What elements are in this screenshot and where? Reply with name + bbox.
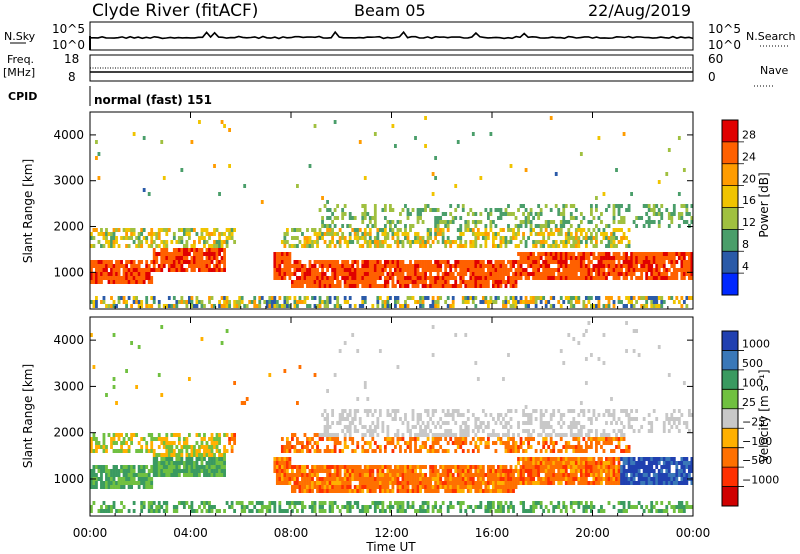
colorbar-swatch bbox=[722, 185, 738, 208]
nave-tick-top: 60 bbox=[708, 52, 723, 66]
nave-label: Nave bbox=[760, 64, 788, 77]
colorbar-tick-label: 12 bbox=[742, 216, 756, 229]
colorbar-swatch bbox=[722, 369, 738, 390]
station-title: Clyde River (fitACF) bbox=[92, 1, 258, 21]
nave-tick-bottom: 0 bbox=[708, 70, 716, 84]
y-tick-label: 2000 bbox=[53, 426, 84, 440]
colorbar-swatch bbox=[722, 207, 738, 230]
y-tick-label: 4000 bbox=[53, 128, 84, 142]
nsky-label: N.Sky bbox=[4, 30, 36, 43]
x-tick-label: 20:00 bbox=[575, 526, 610, 540]
y-tick-label: 1000 bbox=[53, 265, 84, 279]
velocity-panel: 1000 2000 3000 4000 Slant Range [km] 1000 50… bbox=[21, 316, 779, 517]
date-title: 22/Aug/2019 bbox=[588, 1, 691, 20]
y-tick-label: 3000 bbox=[53, 379, 84, 393]
x-tick-label: 08:00 bbox=[274, 526, 309, 540]
colorbar-swatch bbox=[722, 447, 738, 468]
freq-panel: Freq. [MHz] 18 8 60 0 Nave bbox=[3, 52, 788, 87]
freq-tick-top: 18 bbox=[64, 52, 79, 66]
velocity-ylabel: Slant Range [km] bbox=[21, 364, 35, 468]
freq-tick-bottom: 8 bbox=[68, 70, 76, 84]
velocity-colorbar: 1000 500 100 25 −25 −100 −500 −1000 bbox=[721, 330, 779, 507]
nsearch-tick-top: 10^5 bbox=[708, 22, 741, 36]
y-tick-label: 4000 bbox=[53, 333, 84, 347]
power-colorbar-label: Power [dB] bbox=[757, 172, 771, 237]
cpid-label: CPID bbox=[8, 90, 37, 103]
colorbar-swatch bbox=[722, 467, 738, 488]
x-tick-label: 04:00 bbox=[173, 526, 208, 540]
velocity-colorbar-label: Velocity [m s⁻¹] bbox=[757, 369, 771, 462]
colorbar-swatch bbox=[722, 389, 738, 410]
nsky-tick-bottom: 10^0 bbox=[52, 38, 85, 52]
colorbar-tick-label: 24 bbox=[742, 150, 756, 163]
colorbar-swatch bbox=[722, 408, 738, 429]
power-panel: 1000 2000 3000 4000 Slant Range [km] 28 24 20… bbox=[21, 111, 771, 310]
colorbar-tick-label: 16 bbox=[742, 194, 756, 207]
colorbar-tick-label: 500 bbox=[742, 357, 763, 370]
freq-label-1: Freq. bbox=[7, 53, 34, 66]
velocity-heatmap bbox=[90, 321, 694, 513]
power-heatmap bbox=[90, 116, 694, 308]
power-colorbar: 28 24 20 16 12 8 4 bbox=[721, 119, 756, 296]
colorbar-tick-label: −500 bbox=[742, 454, 772, 467]
y-tick-label: 3000 bbox=[53, 174, 84, 188]
colorbar-tick-label: 20 bbox=[742, 172, 756, 185]
colorbar-tick-label: −100 bbox=[742, 435, 772, 448]
colorbar-tick-label: 1000 bbox=[742, 338, 770, 351]
colorbar-swatch bbox=[722, 331, 738, 351]
cpid-value: normal (fast) 151 bbox=[94, 93, 212, 107]
colorbar-tick-label: 28 bbox=[742, 129, 756, 142]
colorbar-tick-label: 4 bbox=[742, 260, 749, 273]
y-tick-label: 1000 bbox=[53, 472, 84, 486]
colorbar-tick-label: −25 bbox=[742, 415, 765, 428]
x-tick-label: 16:00 bbox=[475, 526, 510, 540]
colorbar-tick-label: 8 bbox=[742, 238, 749, 251]
colorbar-swatch bbox=[722, 486, 738, 507]
colorbar-tick-label: 25 bbox=[742, 396, 756, 409]
x-tick-label: 00:00 bbox=[73, 526, 108, 540]
colorbar-swatch bbox=[722, 229, 738, 252]
x-tick-label: 12:00 bbox=[374, 526, 409, 540]
x-axis: 00:00 04:00 08:00 12:00 16:00 20:00 00:00 bbox=[73, 112, 711, 540]
colorbar-swatch bbox=[722, 163, 738, 187]
colorbar-tick-label: 100 bbox=[742, 376, 763, 389]
y-tick-label: 2000 bbox=[53, 220, 84, 234]
freq-label-2: [MHz] bbox=[3, 66, 35, 79]
nsearch-label: N.Search bbox=[746, 30, 796, 43]
nsearch-tick-bottom: 10^0 bbox=[708, 38, 741, 52]
colorbar-swatch bbox=[722, 120, 738, 143]
colorbar-swatch bbox=[722, 273, 738, 296]
colorbar-swatch bbox=[722, 141, 738, 165]
nsky-tick-top: 10^5 bbox=[52, 22, 85, 36]
colorbar-swatch bbox=[722, 428, 738, 449]
x-tick-label: 00:00 bbox=[676, 526, 711, 540]
nsky-panel: N.Sky 10^5 10^0 10^5 10^0 N.Search bbox=[4, 21, 796, 52]
colorbar-swatch bbox=[722, 350, 738, 371]
beam-title: Beam 05 bbox=[354, 1, 426, 20]
power-ylabel: Slant Range [km] bbox=[21, 159, 35, 263]
x-axis-label: Time UT bbox=[365, 540, 416, 554]
colorbar-tick-label: −1000 bbox=[742, 474, 779, 487]
colorbar-swatch bbox=[722, 251, 738, 274]
